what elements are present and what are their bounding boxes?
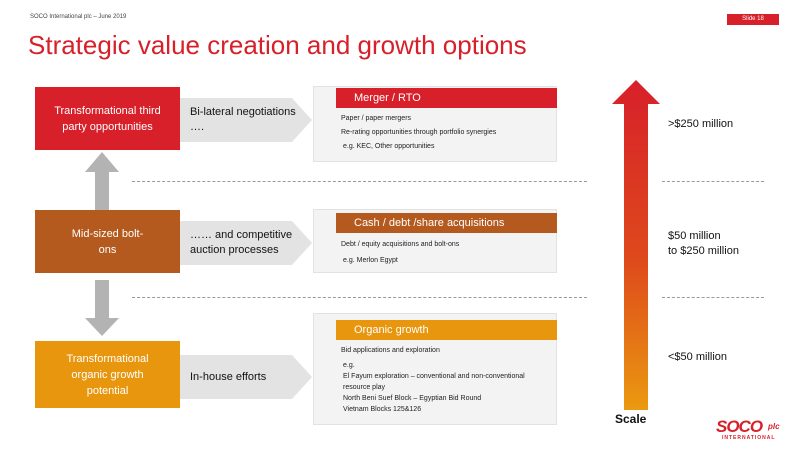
scale-value-high: >$250 million — [668, 118, 734, 130]
panel-body-organic: Bid applications and exploration e.g. El… — [341, 345, 551, 415]
separator-line-top — [132, 181, 587, 182]
panel-line: Re-rating opportunities through portfoli… — [341, 129, 497, 136]
logo-plc-text: plc — [768, 422, 780, 431]
logo-sub-text: INTERNATIONAL — [722, 435, 776, 441]
panel-line: El Fayum exploration – conventional and … — [343, 373, 525, 391]
panel-body-merger: Paper / paper mergers Re-rating opportun… — [341, 112, 551, 154]
scale-arrow — [612, 80, 660, 410]
header-company-date: SOCO International plc – June 2019 — [30, 14, 127, 20]
panel-body-cash-debt: Debt / equity acquisitions and bolt-ons … — [341, 238, 551, 268]
panel-line: e.g. KEC, Other opportunities — [343, 143, 435, 150]
down-arrow-shape — [85, 280, 119, 336]
chevron-label: In-house efforts — [190, 370, 267, 383]
chevron-inhouse: In-house efforts — [180, 355, 312, 399]
left-box-label: Transformational third party opportuniti… — [54, 104, 161, 133]
scale-value-low: <$50 million — [668, 351, 728, 363]
chevron-competitive: …… and competitive auction processes — [180, 221, 312, 265]
separator-line-bottom-right — [662, 297, 764, 298]
left-box-label: Mid-sized bolt-ons — [71, 227, 144, 256]
left-box-organic-growth: Transformational organic growth potentia… — [35, 341, 180, 408]
chevron-shape — [180, 355, 312, 399]
left-box-label: Transformational organic growth potentia… — [66, 352, 149, 397]
up-arrow-shape — [85, 152, 119, 210]
chevron-label: Bi-lateral negotiations …. — [190, 106, 296, 133]
panel-title-merger: Merger / RTO — [336, 88, 557, 108]
chevron-bilateral: Bi-lateral negotiations …. — [180, 98, 312, 142]
left-box-mid-sized: Mid-sized bolt-ons — [35, 210, 180, 273]
chevron-label: …… and competitive auction processes — [190, 229, 293, 256]
scale-value-mid: $50 million to $250 million — [668, 229, 739, 259]
panel-title-cash-debt: Cash / debt /share acquisitions — [336, 213, 557, 233]
panel-line: Vietnam Blocks 125&126 — [343, 406, 422, 413]
panel-line: Debt / equity acquisitions and bolt-ons — [341, 241, 460, 248]
left-box-transformational-third-party: Transformational third party opportuniti… — [35, 87, 180, 150]
panel-line: Paper / paper mergers — [341, 115, 412, 122]
panel-title-organic: Organic growth — [336, 320, 557, 340]
scale-label: Scale — [615, 412, 647, 426]
page-title: Strategic value creation and growth opti… — [28, 30, 527, 60]
separator-line-bottom — [132, 297, 587, 298]
chevron-shape — [180, 221, 312, 265]
scale-arrow-shape — [612, 80, 660, 410]
scale-value-mid-line2: to $250 million — [668, 245, 739, 257]
chevron-shape — [180, 98, 312, 142]
slide-number-badge: Slide 18 — [727, 14, 779, 25]
panel-line: e.g. Merlon Egypt — [343, 257, 398, 264]
panel-line: e.g. — [343, 362, 355, 369]
soco-logo: SOCO plc INTERNATIONAL — [716, 418, 786, 442]
vertical-double-arrow — [85, 152, 119, 336]
logo-main-text: SOCO — [716, 417, 763, 436]
panel-line: Bid applications and exploration — [341, 347, 440, 354]
panel-line: North Beni Suef Block – Egyptian Bid Rou… — [343, 395, 482, 402]
scale-value-mid-line1: $50 million — [668, 230, 721, 242]
separator-line-top-right — [662, 181, 764, 182]
